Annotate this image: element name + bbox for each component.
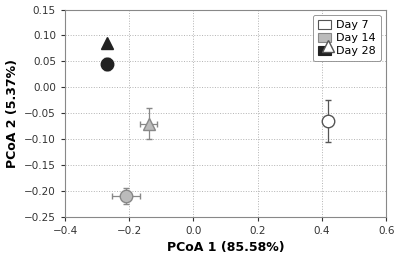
Y-axis label: PCoA 2 (5.37%): PCoA 2 (5.37%) — [6, 59, 18, 168]
X-axis label: PCoA 1 (85.58%): PCoA 1 (85.58%) — [167, 242, 284, 255]
Legend: Day 7, Day 14, Day 28: Day 7, Day 14, Day 28 — [313, 15, 381, 61]
